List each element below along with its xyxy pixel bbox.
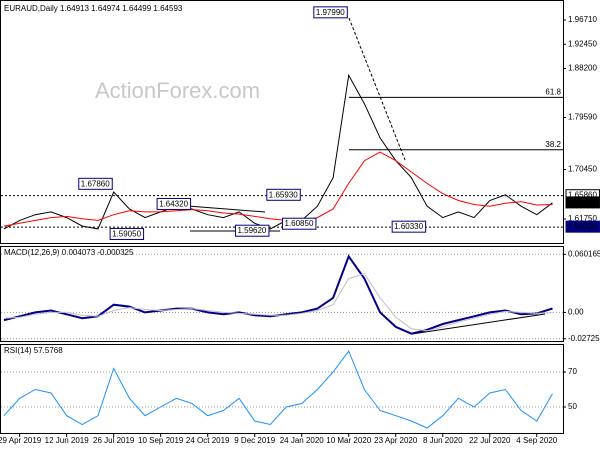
x-tick-label: 10 Sep 2019 <box>138 436 184 445</box>
x-tick-label: 9 Dec 2019 <box>234 436 275 445</box>
series-line <box>3 254 553 335</box>
x-tick-label: 24 Jan 2020 <box>280 436 325 445</box>
y-tick-label: 50 <box>568 402 577 411</box>
x-tick-label: 8 Jun 2020 <box>423 436 463 445</box>
y-tick-label: 1.61750 <box>568 214 597 223</box>
y-tick-label: 1.92450 <box>568 39 597 48</box>
fib-label: 38.2 <box>545 140 561 149</box>
label-box <box>565 196 600 209</box>
y-tick-label: -0.02725 <box>568 334 600 343</box>
level-label: 1.65930 <box>269 190 298 199</box>
y-tick-label: 1.70450 <box>568 165 597 174</box>
label-box <box>109 227 145 240</box>
label-box <box>156 197 192 210</box>
macd-panel <box>0 246 564 342</box>
level-label: 1.64593 <box>568 198 597 207</box>
y-tick-label: 1.88200 <box>568 64 597 73</box>
x-tick-label: 23 Apr 2020 <box>374 436 418 445</box>
level-label: 1.64320 <box>159 199 188 208</box>
label-box <box>281 217 317 230</box>
y-tick-label: 1.96710 <box>568 15 597 24</box>
x-tick-label: 24 Oct 2019 <box>186 436 230 445</box>
series-line <box>3 151 553 227</box>
label-box <box>391 220 427 233</box>
level-label: 1.60330 <box>568 222 597 231</box>
label-box <box>78 177 113 190</box>
label-box <box>313 6 348 19</box>
price-panel <box>0 0 564 244</box>
x-tick-label: 26 Jul 2019 <box>93 436 135 445</box>
y-tick-label: 70 <box>568 367 577 376</box>
y-tick-label: 0.00 <box>568 308 584 317</box>
series-line <box>3 350 553 429</box>
level-label: 1.59620 <box>237 226 266 235</box>
y-tick-label: 1.79590 <box>568 113 597 122</box>
x-tick-label: 10 Mar 2020 <box>326 436 371 445</box>
series-line <box>3 273 553 332</box>
label-box <box>234 224 270 237</box>
watermark: ActionForex.com <box>95 78 260 103</box>
trend-line <box>348 17 406 161</box>
x-tick-label: 29 Apr 2019 <box>0 436 42 445</box>
level-label: 1.60850 <box>284 219 313 228</box>
macd-title: MACD(12,26,9) 0.004073 -0.000325 <box>4 248 134 257</box>
level-label: 1.97990 <box>316 8 345 17</box>
label-box <box>266 188 301 201</box>
fib-label: 61.8 <box>545 87 561 96</box>
y-tick-label: 0.060165 <box>568 249 600 258</box>
rsi-panel <box>0 344 564 434</box>
price-title: EURAUD,Daily 1.64913 1.64974 1.64499 1.6… <box>4 4 183 13</box>
level-label: 1.67860 <box>81 179 110 188</box>
label-box <box>565 220 600 233</box>
x-tick-label: 22 Jul 2020 <box>469 436 511 445</box>
level-label: 1.59050 <box>112 229 141 238</box>
series-line <box>3 73 553 230</box>
level-label: 1.65860 <box>568 191 597 200</box>
x-tick-label: 4 Sep 2020 <box>516 436 557 445</box>
trend-line <box>411 313 546 335</box>
level-label: 1.60330 <box>394 222 423 231</box>
x-tick-label: 12 Jun 2019 <box>45 436 90 445</box>
rsi-title: RSI(14) 57.5768 <box>4 346 63 355</box>
